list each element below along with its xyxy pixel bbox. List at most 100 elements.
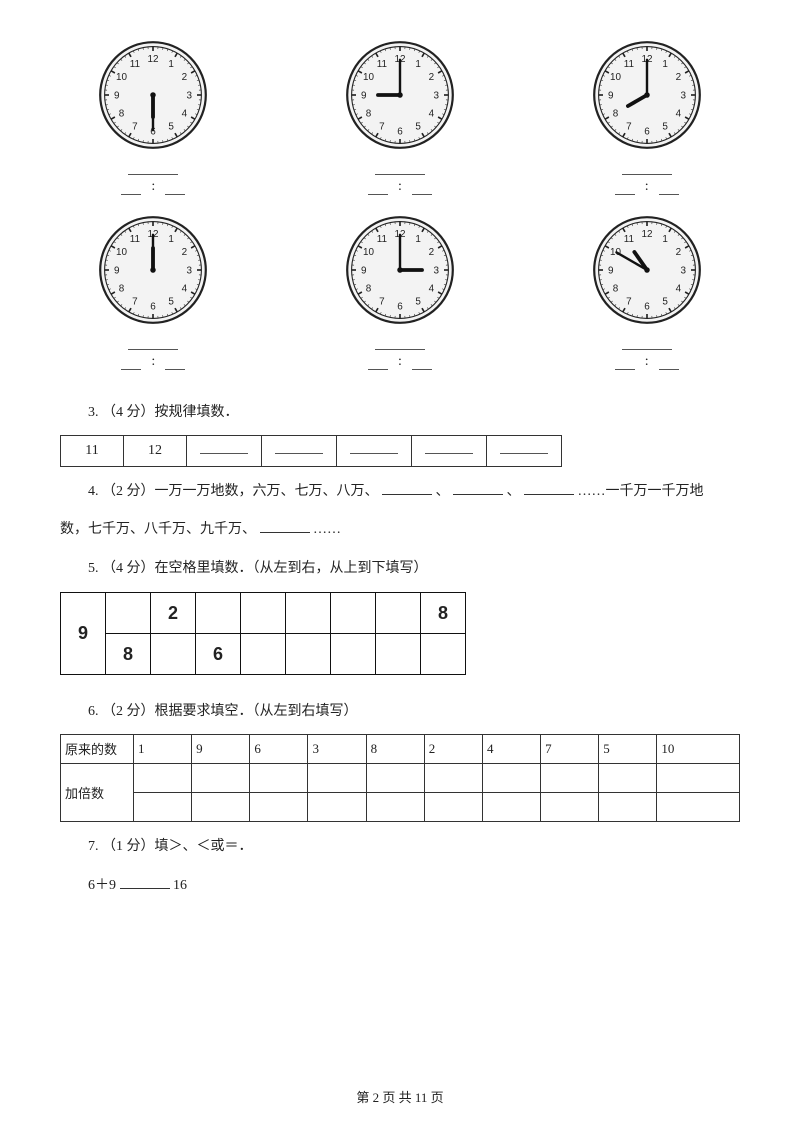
svg-text:8: 8: [612, 108, 618, 119]
page-footer: 第 2 页 共 11 页: [0, 1087, 800, 1106]
q5-blank-cell[interactable]: [376, 634, 421, 675]
q6-blank-cell[interactable]: [192, 792, 250, 821]
q6-blank-cell[interactable]: [482, 763, 540, 792]
q3-blank-cell[interactable]: [187, 435, 262, 466]
blank[interactable]: [121, 357, 141, 370]
blank[interactable]: [382, 480, 432, 495]
svg-text:5: 5: [415, 297, 421, 308]
clock-icon: 123456789101112: [345, 215, 455, 325]
q6-blank-cell[interactable]: [250, 763, 308, 792]
svg-text:5: 5: [415, 122, 421, 133]
q6-num-cell: 4: [482, 734, 540, 763]
blank[interactable]: [615, 182, 635, 195]
q7-text: 7. （1 分）填＞、＜或＝．: [60, 834, 740, 861]
blank[interactable]: [622, 162, 672, 175]
svg-text:6: 6: [644, 127, 650, 138]
blank[interactable]: [165, 182, 185, 195]
q5-blank-cell[interactable]: [376, 593, 421, 634]
blank[interactable]: [120, 874, 170, 889]
blank[interactable]: [375, 162, 425, 175]
q7-right: 16: [173, 878, 187, 893]
svg-text:8: 8: [119, 283, 125, 294]
blank[interactable]: [615, 357, 635, 370]
q5-blank-cell[interactable]: [241, 593, 286, 634]
svg-text:11: 11: [623, 59, 634, 70]
time-blanks: :: [615, 162, 679, 195]
q5-blank-cell[interactable]: [286, 593, 331, 634]
blank[interactable]: [128, 162, 178, 175]
svg-text:7: 7: [626, 297, 632, 308]
svg-text:1: 1: [415, 234, 421, 245]
blank[interactable]: [453, 480, 503, 495]
q5-blank-cell[interactable]: [421, 634, 466, 675]
q6-blank-cell[interactable]: [134, 792, 192, 821]
svg-text:9: 9: [361, 265, 367, 276]
q5-blank-cell[interactable]: [331, 634, 376, 675]
q5-lead-cell: 9: [61, 593, 106, 675]
blank[interactable]: [165, 357, 185, 370]
q4-text: 4. （2 分）一万一万地数，六万、七万、八万、 、 、 ……一千万一千万地: [60, 479, 740, 506]
blank[interactable]: [659, 357, 679, 370]
blank[interactable]: [375, 337, 425, 350]
q5-blank-cell[interactable]: [151, 634, 196, 675]
time-colon: :: [645, 179, 649, 195]
q6-blank-cell[interactable]: [308, 792, 366, 821]
q5-blank-cell[interactable]: [106, 593, 151, 634]
q5-num-cell: 6: [196, 634, 241, 675]
blank[interactable]: [260, 518, 310, 533]
q4-part: 4. （2 分）一万一万地数，六万、七万、八万、: [88, 484, 379, 499]
blank[interactable]: [128, 337, 178, 350]
q6-blank-cell[interactable]: [482, 792, 540, 821]
q6-blank-cell[interactable]: [599, 763, 657, 792]
svg-text:7: 7: [132, 297, 138, 308]
svg-text:9: 9: [114, 265, 120, 276]
q6-blank-cell[interactable]: [541, 792, 599, 821]
q6-blank-cell[interactable]: [541, 763, 599, 792]
q3-blank-cell[interactable]: [487, 435, 562, 466]
blank[interactable]: [412, 182, 432, 195]
time-blanks: :: [615, 337, 679, 370]
blank[interactable]: [412, 357, 432, 370]
svg-text:11: 11: [377, 234, 388, 245]
blank[interactable]: [622, 337, 672, 350]
svg-text:9: 9: [608, 90, 614, 101]
q3-blank-cell[interactable]: [412, 435, 487, 466]
svg-text:2: 2: [182, 72, 188, 83]
q6-blank-cell[interactable]: [192, 763, 250, 792]
blank[interactable]: [524, 480, 574, 495]
q4-part: 、: [436, 484, 450, 499]
q6-blank-cell[interactable]: [424, 763, 482, 792]
q5-table-wrap: 9 28 86: [60, 592, 740, 675]
q3-blank-cell[interactable]: [337, 435, 412, 466]
svg-text:2: 2: [675, 247, 681, 258]
q6-blank-cell[interactable]: [424, 792, 482, 821]
q6-blank-cell[interactable]: [657, 763, 740, 792]
blank[interactable]: [368, 182, 388, 195]
svg-text:1: 1: [662, 59, 668, 70]
q6-blank-cell[interactable]: [599, 792, 657, 821]
q5-blank-cell[interactable]: [196, 593, 241, 634]
svg-text:12: 12: [148, 54, 159, 65]
q6-blank-cell[interactable]: [250, 792, 308, 821]
svg-text:3: 3: [187, 90, 193, 101]
q6-blank-cell[interactable]: [366, 792, 424, 821]
q5-table: 9 28 86: [60, 592, 466, 675]
blank[interactable]: [368, 357, 388, 370]
q6-blank-cell[interactable]: [657, 792, 740, 821]
q6-blank-cell[interactable]: [366, 763, 424, 792]
blank[interactable]: [121, 182, 141, 195]
blank[interactable]: [659, 182, 679, 195]
q6-row-3: [61, 792, 740, 821]
q5-blank-cell[interactable]: [286, 634, 331, 675]
q6-blank-cell[interactable]: [134, 763, 192, 792]
svg-text:9: 9: [361, 90, 367, 101]
svg-text:10: 10: [363, 72, 375, 83]
clock-icon: 123456789101112: [98, 40, 208, 150]
q6-blank-cell[interactable]: [308, 763, 366, 792]
q5-blank-cell[interactable]: [331, 593, 376, 634]
q5-blank-cell[interactable]: [241, 634, 286, 675]
clock-cell: 123456789101112:: [307, 40, 494, 195]
q3-blank-cell[interactable]: [262, 435, 337, 466]
q6-label-2: 加倍数: [61, 763, 134, 821]
svg-text:5: 5: [169, 122, 175, 133]
